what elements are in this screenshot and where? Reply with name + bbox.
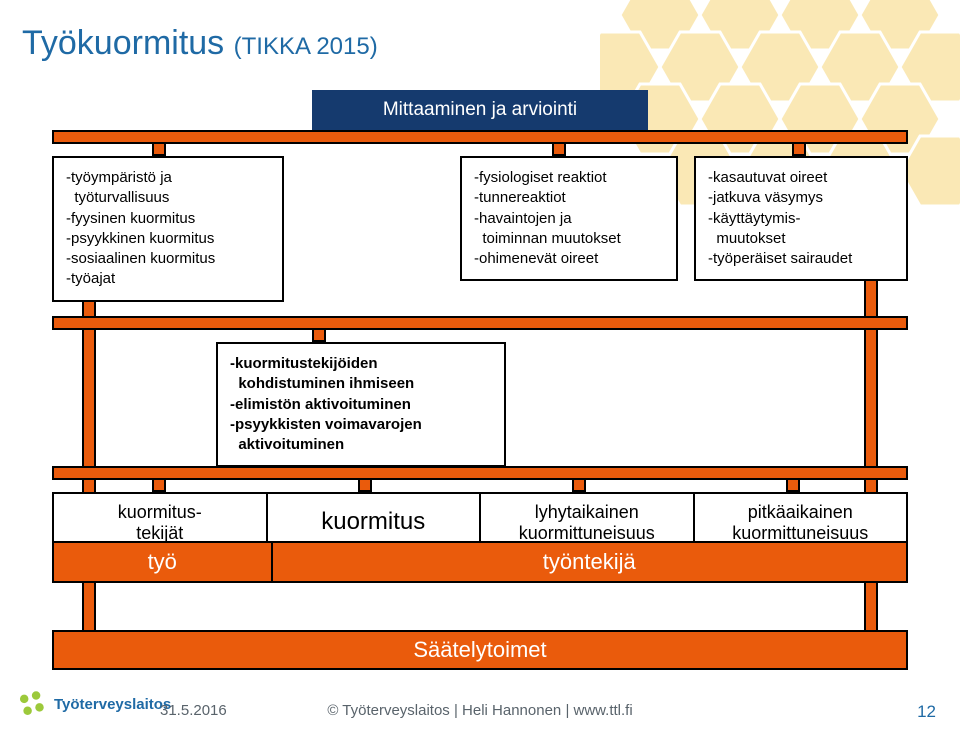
box-left: -työympäristö ja työturvallisuus -fyysin… <box>52 156 284 302</box>
saatelytoimet-bar: Säätelytoimet <box>52 630 908 670</box>
tick-1 <box>152 142 166 156</box>
tick-3 <box>792 142 806 156</box>
hconnector-top <box>52 130 908 144</box>
box-center-bold: -kuormitustekijöiden kohdistuminen ihmis… <box>216 342 506 467</box>
footer-center: © Työterveyslaitos | Heli Hannonen | www… <box>327 702 632 719</box>
title-sub: (TIKKA 2015) <box>234 33 378 60</box>
hconnector-row <box>52 466 908 480</box>
tick-r4 <box>786 478 800 492</box>
saatelytoimet-label: Säätelytoimet <box>413 637 546 663</box>
tick-r3 <box>572 478 586 492</box>
vconn-br <box>864 580 878 632</box>
cell-tyo: työ <box>52 541 273 583</box>
slide-title: Työkuormitus (TIKKA 2015) <box>22 24 378 63</box>
box-right: -kasautuvat oireet -jatkuva väsymys -käy… <box>694 156 908 281</box>
vconn-bl <box>82 580 96 632</box>
hconnector-mid <box>52 316 908 330</box>
footer-page: 12 <box>917 702 936 722</box>
cell-tyontekija: työntekijä <box>273 541 909 583</box>
row-bot: työ työntekijä <box>52 541 908 583</box>
title-main: Työkuormitus <box>22 24 224 62</box>
footer: 31.5.2016 © Työterveyslaitos | Heli Hann… <box>0 702 960 719</box>
footer-date: 31.5.2016 <box>160 702 227 719</box>
tick-r1 <box>152 478 166 492</box>
tick-2 <box>552 142 566 156</box>
tick-r2 <box>358 478 372 492</box>
navy-header-label: Mittaaminen ja arviointi <box>383 99 577 121</box>
tick-mid <box>312 328 326 342</box>
box-mid: -fysiologiset reaktiot -tunnereaktiot -h… <box>460 156 678 281</box>
navy-header: Mittaaminen ja arviointi <box>312 90 648 130</box>
